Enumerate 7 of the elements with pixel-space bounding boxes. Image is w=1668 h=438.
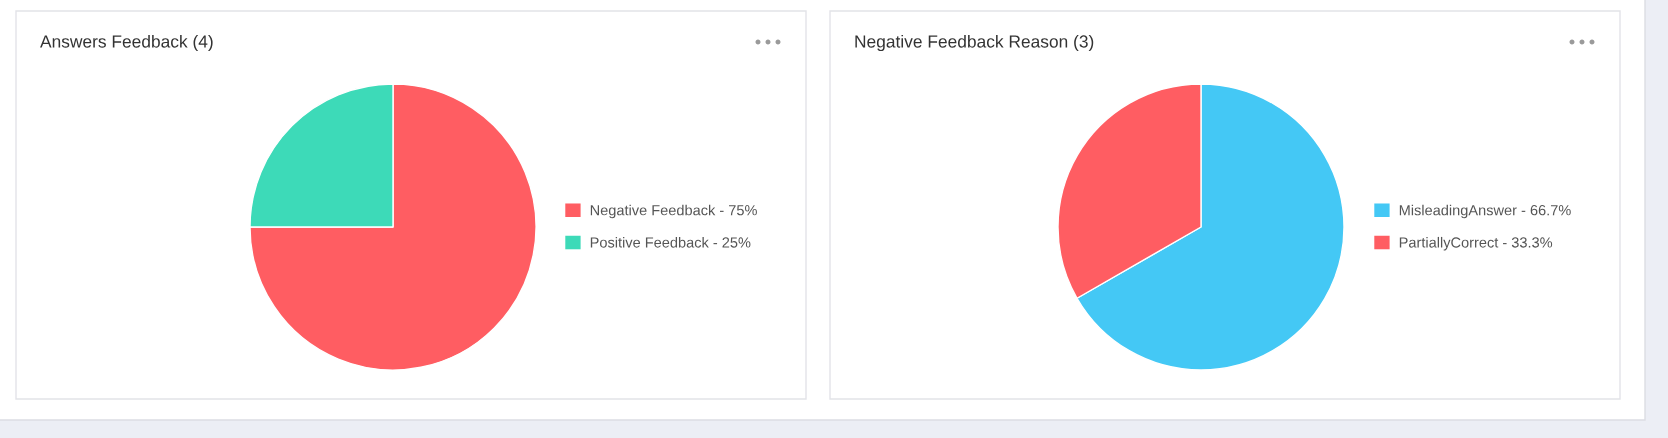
chart-title: Answers Feedback (4) xyxy=(40,34,213,52)
legend-label: Positive Feedback - 25% xyxy=(590,236,751,248)
legend-label: MisleadingAnswer - 66.7% xyxy=(1399,204,1571,219)
legend-label: PartiallyCorrect - 33.3% xyxy=(1399,236,1553,251)
pie-slice xyxy=(249,83,537,371)
chart-title: Negative Feedback Reason (3) xyxy=(855,34,1094,52)
legend-label: Negative Feedback - 75% xyxy=(590,204,757,219)
